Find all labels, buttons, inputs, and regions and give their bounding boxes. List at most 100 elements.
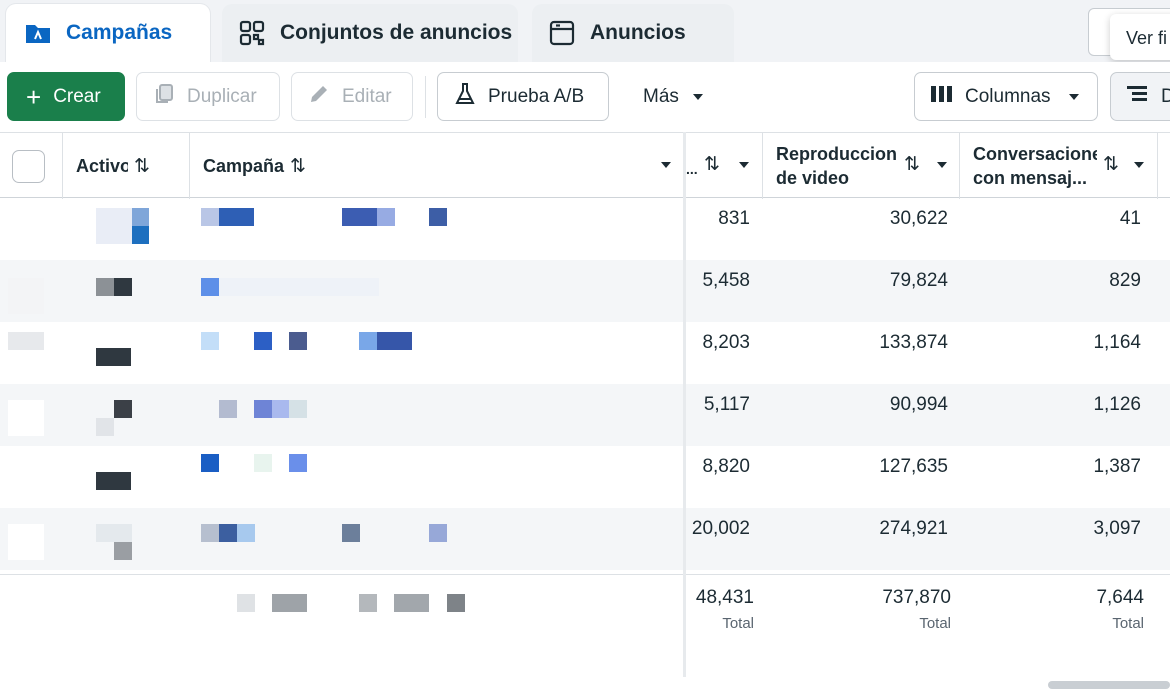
redacted-name [289,454,307,472]
cell-conversations: 1,387 [1093,456,1141,477]
cell-conversations: 41 [1119,208,1141,229]
cell-video-plays: 133,874 [879,332,948,353]
chevron-down-icon[interactable] [1134,162,1144,168]
tab-campaigns[interactable]: Campañas [6,4,210,62]
plus-icon: + [26,81,42,112]
header-campaign-label: Campaña [203,155,285,176]
sort-icon[interactable]: ⇅ [290,155,306,177]
redacted-name [289,400,307,418]
header-video-plays-label: Reproduccion de video [776,144,898,188]
ab-test-label: Prueba A/B [488,85,585,107]
redacted-name [254,454,272,472]
edit-button[interactable]: Editar [291,72,413,121]
cell-video-plays: 79,824 [889,270,948,291]
redacted-name [237,524,255,542]
campaign-name-pane [0,198,683,678]
redacted-status [96,418,114,436]
redacted-status [114,542,132,560]
cell-video-plays: 127,635 [879,456,948,477]
breakdown-label: D [1161,85,1170,107]
cell-metric1: 8,203 [702,332,750,353]
redacted-status [96,208,132,244]
redacted-name [219,524,237,542]
redacted-name [254,400,272,418]
total-video-plays: 737,870 [882,587,951,608]
redacted-name [201,208,219,226]
redacted-name [429,208,447,226]
duplicate-button[interactable]: Duplicar [136,72,280,121]
redacted-name [342,524,360,542]
columns-button[interactable]: Columnas [914,72,1098,121]
select-all-checkbox[interactable] [12,150,45,183]
header-metric1-label: ... [686,161,698,177]
ab-test-button[interactable]: Prueba A/B [437,72,609,121]
cell-video-plays: 90,994 [889,394,948,415]
frozen-column-divider[interactable] [683,132,686,677]
header-conversations[interactable]: Conversacione con mensaj... ⇅ [973,133,1153,199]
chevron-down-icon[interactable] [739,162,749,168]
header-video-plays[interactable]: Reproduccion de video ⇅ [776,133,956,199]
tab-ad-sets[interactable]: Conjuntos de anuncios [222,4,518,62]
more-button[interactable]: Más [624,72,724,121]
column-divider [189,133,190,199]
total-label: Total [1112,615,1144,632]
ad-window-icon [548,19,576,47]
redacted-name [201,454,219,472]
redacted-status [132,208,149,226]
create-label: Crear [53,85,101,107]
redacted-total [447,594,465,612]
column-divider [1157,133,1158,199]
redacted-name [219,278,379,296]
grid-icon [238,19,266,47]
chevron-down-icon[interactable] [661,162,671,168]
redacted-checkbox [8,332,44,350]
cell-metric1: 831 [718,208,750,229]
horizontal-scrollbar[interactable] [1048,681,1170,689]
cell-conversations: 829 [1109,270,1141,291]
sort-icon[interactable]: ⇅ [704,154,720,175]
redacted-name [429,524,447,542]
redacted-status [96,472,131,490]
cell-metric1: 20,002 [691,518,750,539]
sort-icon[interactable]: ⇅ [134,155,150,177]
chevron-down-icon [1068,93,1079,100]
table-row[interactable]: 8,203 133,874 1,164 [0,322,1170,384]
total-label: Total [919,615,951,632]
tab-ads[interactable]: Anuncios [532,4,734,62]
pencil-icon [308,83,330,111]
sort-icon[interactable]: ⇅ [1103,154,1119,175]
redacted-name [254,332,272,350]
cell-metric1: 5,458 [702,270,750,291]
table-row[interactable]: 5,117 90,994 1,126 [0,384,1170,446]
redacted-checkbox [8,278,44,314]
breakdown-button[interactable]: D [1110,72,1170,121]
column-divider [959,133,960,199]
cell-conversations: 1,164 [1093,332,1141,353]
redacted-status [114,278,132,296]
table-row[interactable]: 831 30,622 41 [0,198,1170,260]
header-campaign[interactable]: Campaña ⇅ [203,133,673,199]
tab-bar: Campañas Conjuntos de anuncios Anuncios … [0,0,1170,62]
redacted-status [96,524,132,542]
redacted-name [219,208,254,226]
columns-label: Columnas [965,85,1051,107]
flask-icon [454,82,476,112]
header-active[interactable]: Activo ⇅ [76,133,186,199]
table-row[interactable]: 20,002 274,921 3,097 [0,508,1170,570]
edit-label: Editar [342,85,392,107]
table-row[interactable]: 5,458 79,824 829 [0,260,1170,322]
create-button[interactable]: + Crear [7,72,125,121]
tooltip: Ver fi [1110,14,1170,60]
column-divider [62,133,63,199]
table-row[interactable]: 8,820 127,635 1,387 [0,446,1170,508]
chevron-down-icon[interactable] [937,162,947,168]
header-active-label: Activo [76,155,128,176]
tab-ad-sets-label: Conjuntos de anuncios [280,21,513,44]
header-metric1[interactable]: ... ⇅ [686,133,762,199]
campaign-folder-icon [24,19,52,47]
toolbar-divider [425,76,426,118]
redacted-name [289,332,307,350]
redacted-name [377,332,412,350]
sort-icon[interactable]: ⇅ [904,154,920,175]
total-conversations: 7,644 [1096,587,1144,608]
